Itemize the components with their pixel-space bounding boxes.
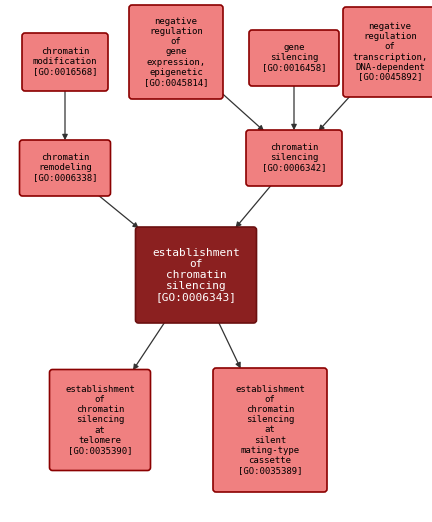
FancyArrowPatch shape [236,185,271,227]
FancyBboxPatch shape [19,140,111,196]
FancyArrowPatch shape [134,322,165,369]
FancyBboxPatch shape [213,368,327,492]
Text: negative
regulation
of
transcription,
DNA-dependent
[GO:0045892]: negative regulation of transcription, DN… [353,22,428,81]
FancyBboxPatch shape [249,30,339,86]
FancyArrowPatch shape [222,93,263,130]
FancyArrowPatch shape [219,323,240,367]
Text: establishment
of
chromatin
silencing
[GO:0006343]: establishment of chromatin silencing [GO… [152,247,240,302]
Text: chromatin
remodeling
[GO:0006338]: chromatin remodeling [GO:0006338] [33,153,97,183]
FancyArrowPatch shape [63,91,67,139]
FancyBboxPatch shape [343,7,432,97]
Text: establishment
of
chromatin
silencing
at
silent
mating-type
cassette
[GO:0035389]: establishment of chromatin silencing at … [235,385,305,474]
FancyArrowPatch shape [319,96,350,130]
FancyBboxPatch shape [129,5,223,99]
Text: chromatin
modification
[GO:0016568]: chromatin modification [GO:0016568] [33,48,97,77]
FancyBboxPatch shape [246,130,342,186]
FancyBboxPatch shape [22,33,108,91]
FancyBboxPatch shape [50,370,150,470]
Text: chromatin
silencing
[GO:0006342]: chromatin silencing [GO:0006342] [262,144,326,173]
Text: establishment
of
chromatin
silencing
at
telomere
[GO:0035390]: establishment of chromatin silencing at … [65,385,135,455]
Text: negative
regulation
of
gene
expression,
epigenetic
[GO:0045814]: negative regulation of gene expression, … [144,17,208,87]
FancyArrowPatch shape [98,195,138,228]
FancyArrowPatch shape [292,86,296,129]
FancyBboxPatch shape [136,227,257,323]
Text: gene
silencing
[GO:0016458]: gene silencing [GO:0016458] [262,43,326,73]
